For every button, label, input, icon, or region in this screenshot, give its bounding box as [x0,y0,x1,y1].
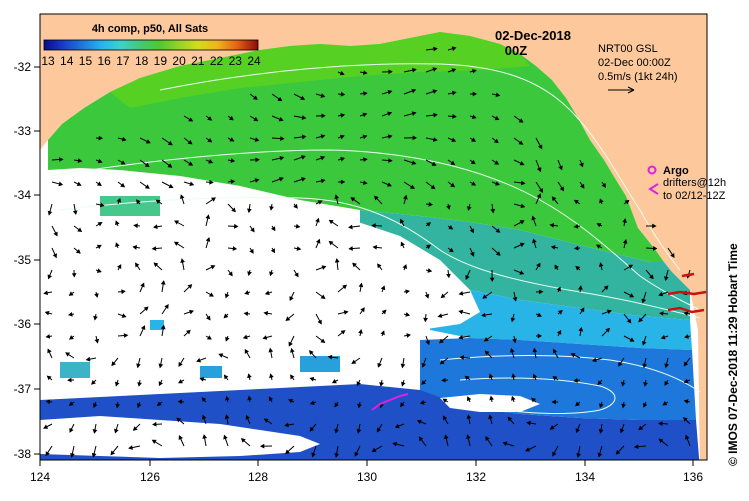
lat-tick-label: -34 [14,188,32,202]
colorbar-tick-label: 13 [41,54,55,68]
sst-patch [60,362,90,378]
lon-tick-label: 128 [248,470,268,484]
colorbar-tick-label: 16 [98,54,112,68]
colorbar-title: 4h comp, p50, All Sats [92,23,208,35]
sst-patch [200,366,222,378]
imos-credit: © IMOS 07-Dec-2018 11:29 Hobart Time [726,243,740,466]
colorbar-tick-label: 17 [116,54,130,68]
lat-tick-label: -37 [14,382,32,396]
lat-tick-label: -38 [14,447,32,461]
drifters-legend-range: to 02/12-12Z [663,190,726,202]
colorbar-tick-label: 24 [247,54,261,68]
latitude-axis: -32 -33 -34 -35 -36 -37 -38 [14,60,40,461]
lon-tick-label: 124 [30,470,50,484]
lat-tick-label: -36 [14,317,32,331]
colorbar-tick-label: 19 [154,54,168,68]
colorbar-tick-label: 18 [135,54,149,68]
lon-tick-label: 132 [466,470,486,484]
colorbar-tick-label: 14 [60,54,74,68]
colorbar-tick-label: 20 [172,54,186,68]
colorbar-tick-label: 23 [229,54,243,68]
time-title: 00Z [505,43,527,58]
lon-tick-label: 136 [683,470,703,484]
colorbar-tick-label: 21 [191,54,205,68]
drifter-track [668,292,706,294]
colorbar-tick-label: 15 [79,54,93,68]
lat-tick-label: -35 [14,253,32,267]
date-title: 02-Dec-2018 [495,28,571,43]
lat-tick-label: -32 [14,60,32,74]
drifters-legend-label: drifters@12h [663,177,726,189]
lon-tick-label: 134 [575,470,595,484]
lon-tick-label: 130 [357,470,377,484]
sst-patch [100,196,160,216]
velocity-legend-time: 02-Dec 00:00Z [598,57,671,69]
argo-legend-label: Argo [663,165,689,177]
colorbar-gradient [44,40,258,50]
velocity-legend-scale: 0.5m/s (1kt 24h) [598,71,677,83]
longitude-axis: 124 126 128 130 132 134 136 [30,460,703,484]
lon-tick-label: 126 [140,470,160,484]
colorbar-tick-label: 22 [210,54,224,68]
lat-tick-label: -33 [14,124,32,138]
velocity-legend-source: NRT00 GSL [598,43,658,55]
sst-patch [300,356,340,372]
